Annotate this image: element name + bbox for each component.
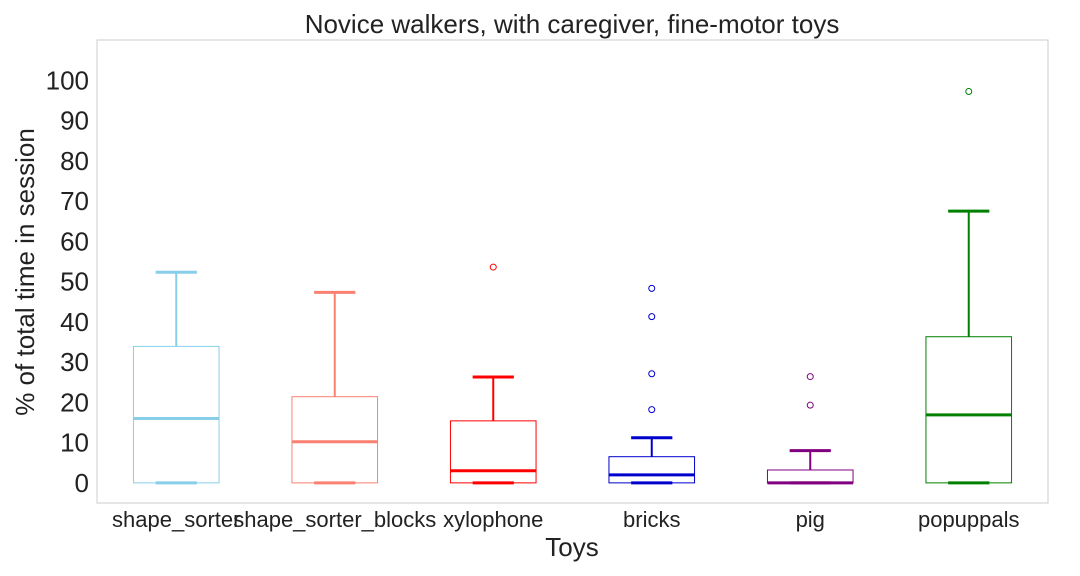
x-tick-label: popuppals — [918, 507, 1020, 532]
outlier-point — [648, 313, 656, 321]
x-tick-label: shape_sorter — [112, 507, 240, 532]
outlier-point — [806, 401, 814, 409]
outlier-point — [648, 406, 656, 414]
y-tick-label: 30 — [60, 347, 89, 377]
y-tick-label: 0 — [75, 468, 89, 498]
y-tick-label: 100 — [46, 65, 89, 95]
y-tick-label: 80 — [60, 146, 89, 176]
outlier-point — [648, 370, 656, 378]
box-group — [925, 88, 1013, 485]
x-tick-label: pig — [796, 507, 825, 532]
plot-area-frame — [96, 39, 1049, 504]
x-tick-label: bricks — [623, 507, 680, 532]
box-group — [608, 284, 696, 485]
outlier-point — [806, 373, 814, 381]
chart-title: Novice walkers, with caregiver, fine-mot… — [305, 9, 840, 39]
x-axis-label: Toys — [545, 532, 598, 562]
box-group — [291, 290, 379, 485]
outlier-point — [489, 263, 497, 271]
box-group — [132, 270, 220, 485]
y-tick-label: 90 — [60, 106, 89, 136]
x-tick-label: xylophone — [443, 507, 543, 532]
y-tick-label: 70 — [60, 186, 89, 216]
outlier-point — [648, 284, 656, 292]
x-tick-label: shape_sorter_blocks — [233, 507, 436, 532]
y-axis-label: % of total time in session — [10, 128, 40, 416]
y-tick-label: 50 — [60, 267, 89, 297]
outlier-point — [965, 88, 973, 96]
y-tick-label: 10 — [60, 428, 89, 458]
y-tick-label: 40 — [60, 307, 89, 337]
y-axis-ticks: 0 10 20 30 40 50 60 70 80 90 100 — [46, 65, 89, 498]
y-tick-label: 60 — [60, 226, 89, 256]
box-group — [449, 263, 537, 485]
box-plot-marks — [132, 88, 1013, 485]
box-group — [766, 373, 854, 485]
y-tick-label: 20 — [60, 387, 89, 417]
